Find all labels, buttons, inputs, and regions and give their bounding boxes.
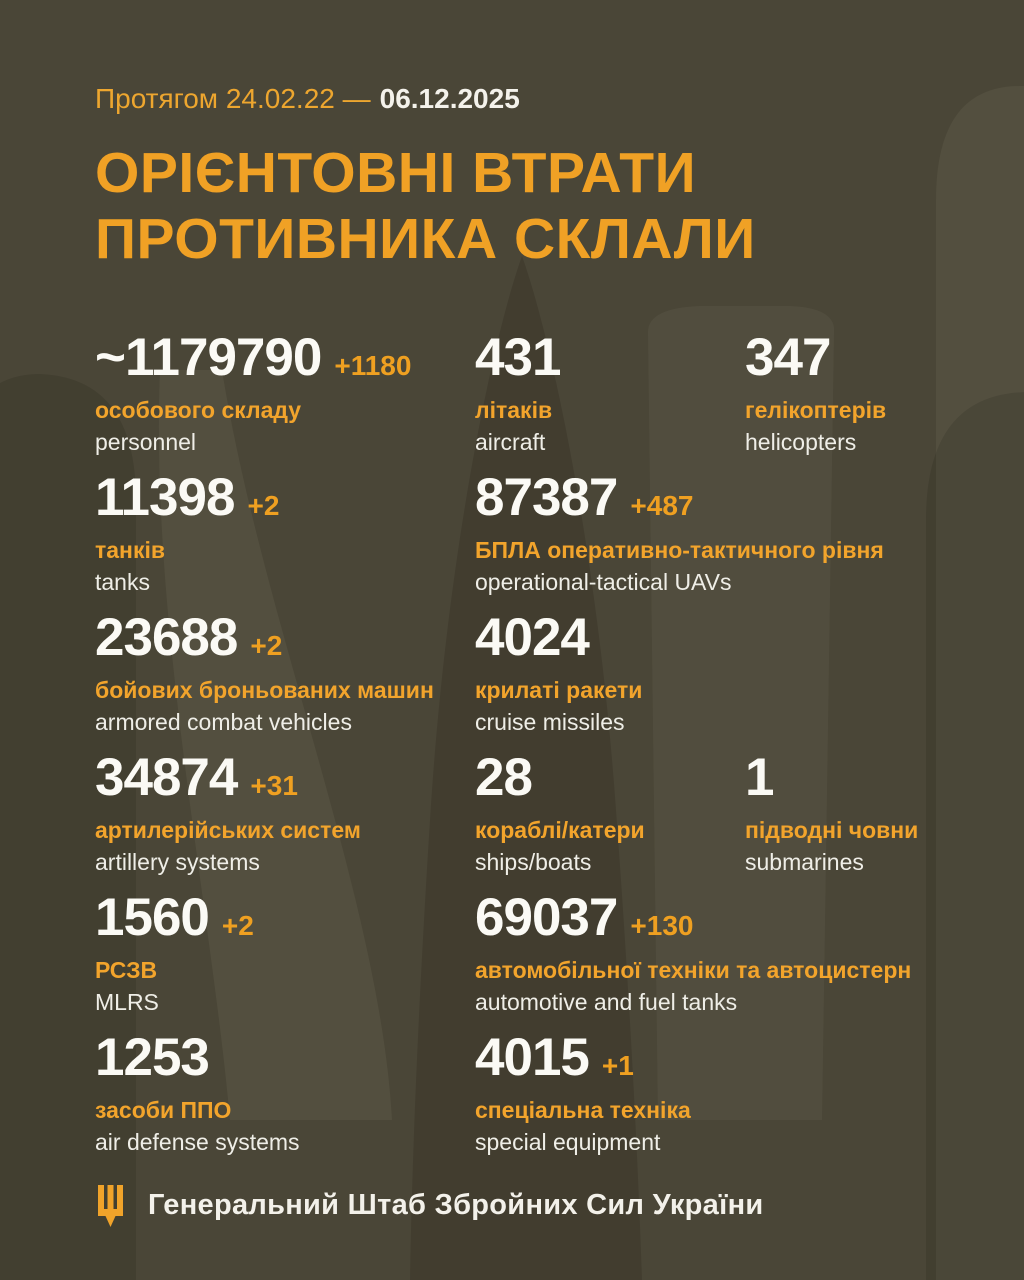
stat-automotive: 69037 +130 автомобільної техніки та автоц… [475, 891, 984, 1031]
stat-label-en: special equipment [475, 1129, 661, 1156]
stat-air-defense: 1253 засоби ППО air defense systems [95, 1031, 475, 1171]
stat-label-uk: кораблі/катери [475, 816, 645, 843]
stat-value: 11398 [95, 467, 235, 527]
stat-value: 4015 [475, 1027, 590, 1087]
stat-value: 1253 [95, 1027, 210, 1087]
stat-armored-vehicles: 23688 +2 бойових броньованих машин armore… [95, 611, 475, 751]
stat-label-uk: артилерійських систем [95, 816, 361, 843]
stat-value: 28 [475, 747, 533, 807]
stat-label-en: cruise missiles [475, 709, 625, 736]
stat-delta: +1180 [334, 349, 412, 381]
stat-label-uk: танків [95, 536, 165, 563]
stat-delta: +1 [601, 1049, 634, 1081]
stat-delta: +2 [247, 489, 280, 521]
stat-label-en: automotive and fuel tanks [475, 989, 738, 1016]
stat-label-uk: гелікоптерів [745, 396, 887, 423]
stat-delta: +2 [250, 629, 283, 661]
stat-delta: +130 [630, 909, 694, 941]
stat-label-en: air defense systems [95, 1129, 300, 1156]
stat-value: 34874 [95, 747, 238, 807]
stat-label-uk: особового складу [95, 396, 302, 423]
period-prefix: Протягом 24.02.22 — [95, 83, 371, 114]
report-period: Протягом 24.02.22 — 06.12.2025 [95, 82, 984, 116]
stat-label-uk: спеціальна техніка [475, 1096, 691, 1123]
stat-value: 4024 [475, 607, 590, 667]
stat-label-uk: крилаті ракети [475, 676, 643, 703]
stat-label-uk: засоби ППО [95, 1096, 232, 1123]
stat-value: 23688 [95, 607, 238, 667]
stat-label-en: submarines [745, 849, 864, 876]
stat-value: 431 [475, 327, 561, 387]
stat-label-en: aircraft [475, 429, 546, 456]
stat-special-equipment: 4015 +1 спеціальна техніка special equipm… [475, 1031, 984, 1171]
stat-value: 1560 [95, 887, 210, 947]
stat-label-uk: літаків [475, 396, 553, 423]
stat-label-en: helicopters [745, 429, 857, 456]
stat-label-uk: автомобільної техніки та автоцистерн [475, 956, 912, 983]
stat-tanks: 11398 +2 танків tanks [95, 471, 475, 611]
stat-delta: +487 [630, 489, 694, 521]
stat-label-en: MLRS [95, 989, 159, 1016]
stat-label-uk: підводні човни [745, 816, 919, 843]
stat-value: 1 [745, 747, 775, 807]
stat-uavs: 87387 +487 БПЛА оперативно-тактичного рів… [475, 471, 984, 611]
stat-mlrs: 1560 +2 РСЗВ MLRS [95, 891, 475, 1031]
stat-delta: +2 [221, 909, 254, 941]
stat-submarines: 1 підводні човни submarines [745, 751, 984, 891]
report-date: 06.12.2025 [379, 83, 520, 114]
page-title-line2: ПРОТИВНИКА СКЛАЛИ [95, 207, 756, 272]
page-title-line1: ОРІЄНТОВНІ ВТРАТИ [95, 140, 697, 205]
stat-value: 347 [745, 327, 831, 387]
stat-label-uk: БПЛА оперативно-тактичного рівня [475, 536, 884, 563]
stat-label-en: operational-tactical UAVs [475, 569, 732, 596]
stat-value: 87387 [475, 467, 618, 527]
footer-org-name: Генеральний Штаб Збройних Сил України [148, 1189, 764, 1222]
stat-label-en: artillery systems [95, 849, 260, 876]
stat-personnel: ~1179790 +1180 особового складу personnel [95, 331, 475, 471]
stat-delta: +31 [250, 769, 298, 801]
trident-icon [98, 1184, 123, 1227]
stat-value: 69037 [475, 887, 618, 947]
footer: Генеральний Штаб Збройних Сил України [95, 1184, 984, 1228]
stat-aircraft: 431 літаків aircraft [475, 331, 745, 471]
stat-ships: 28 кораблі/катери ships/boats [475, 751, 745, 891]
page-title: ОРІЄНТОВНІ ВТРАТИ ПРОТИВНИКА СКЛАЛИ [95, 140, 984, 273]
stat-label-en: armored combat vehicles [95, 709, 352, 736]
stat-label-en: personnel [95, 429, 197, 456]
stat-label-uk: РСЗВ [95, 956, 158, 983]
stat-value: ~1179790 [95, 327, 322, 387]
stat-helicopters: 347 гелікоптерів helicopters [745, 331, 984, 471]
stat-label-en: tanks [95, 569, 150, 596]
stat-label-en: ships/boats [475, 849, 592, 876]
stat-label-uk: бойових броньованих машин [95, 676, 434, 703]
stat-artillery: 34874 +31 артилерійських систем artillery… [95, 751, 475, 891]
losses-grid: ~1179790 +1180 особового складу personnel… [95, 331, 984, 1171]
stat-cruise-missiles: 4024 крилаті ракети cruise missiles [475, 611, 984, 751]
